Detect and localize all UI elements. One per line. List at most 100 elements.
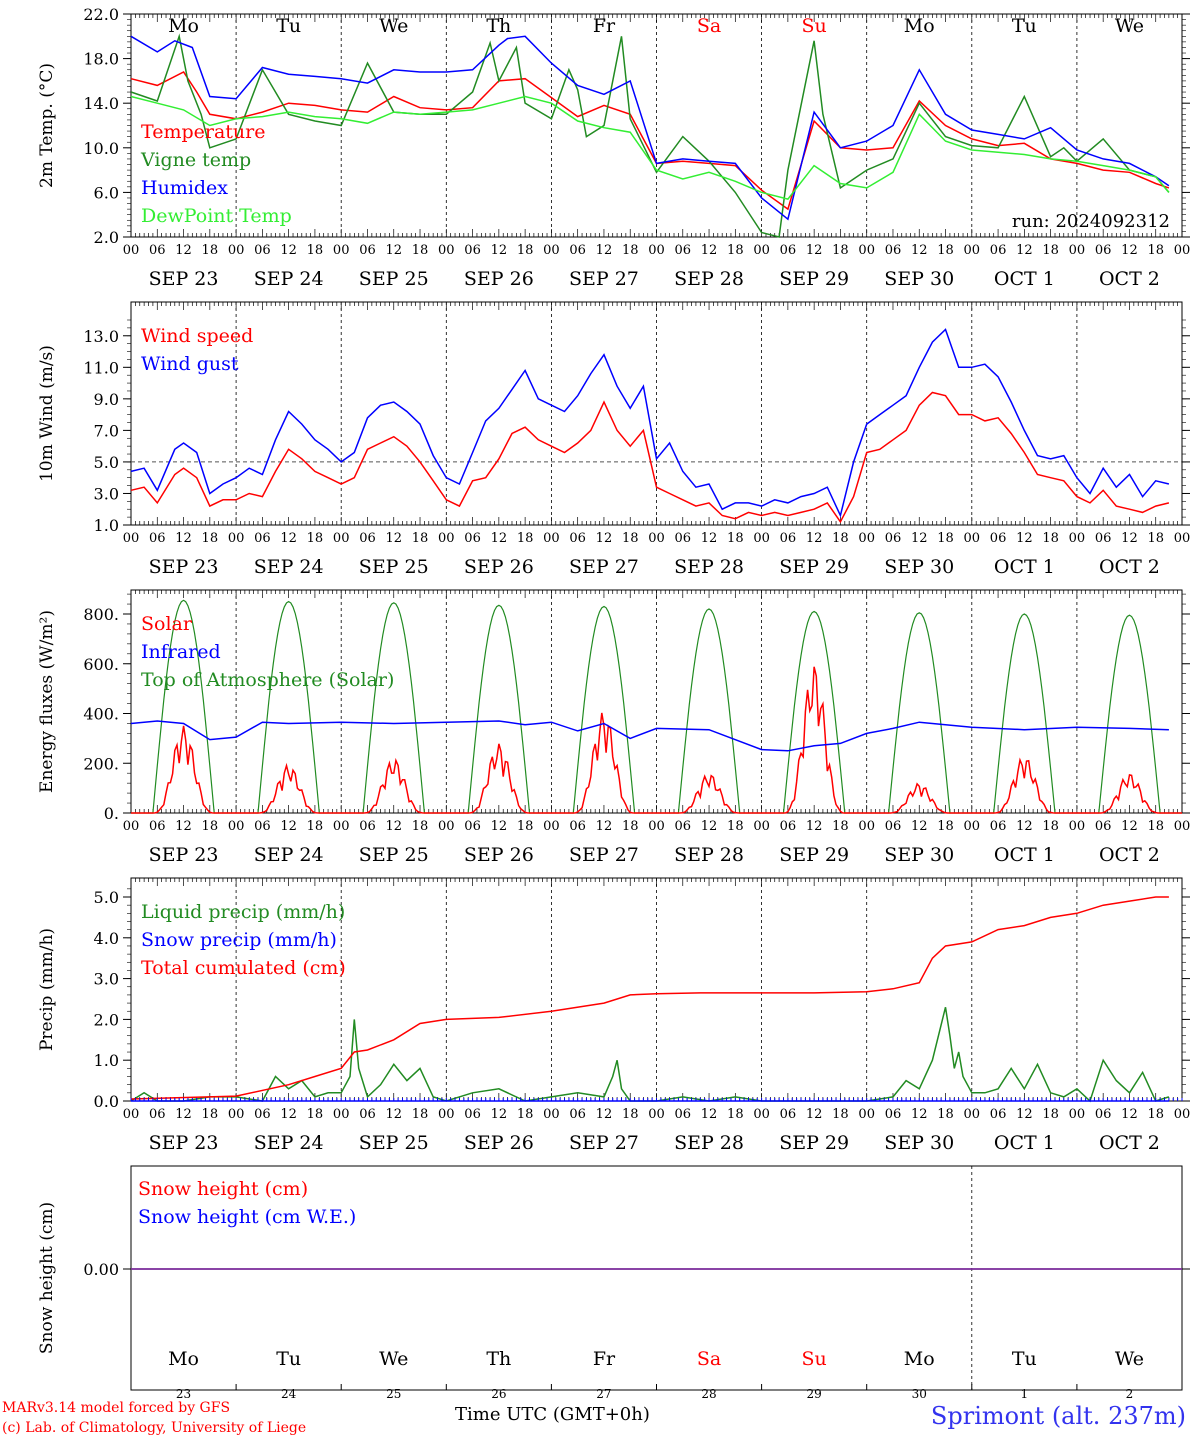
panel-frame [130, 589, 1183, 814]
hour-tick-label: 18 [517, 1107, 534, 1122]
y-axis-label: Energy fluxes (W/m²) [37, 610, 57, 793]
legend-entry: Snow height (cm W.E.) [138, 1206, 356, 1228]
hour-tick-label: 06 [359, 243, 376, 258]
hour-tick-label: 18 [937, 819, 954, 834]
hour-tick-label: 18 [622, 1107, 639, 1122]
hour-tick-label: 00 [228, 819, 245, 834]
hour-tick-label: 12 [1121, 819, 1138, 834]
date-label: SEP 29 [779, 268, 849, 290]
hour-tick-label: 00 [753, 531, 770, 546]
panel-3: 00 06 12 18 00 06 12 18 00 06 12 18 00 06 12 18 00 06 12 18… [37, 589, 1190, 866]
hour-tick-label: 00 [1069, 243, 1086, 258]
hour-tick-label: 00 [123, 819, 140, 834]
hour-tick-label: 00 [543, 531, 560, 546]
day-number: 27 [596, 1387, 611, 1401]
day-name: We [379, 1348, 408, 1370]
date-label: SEP 28 [674, 268, 744, 290]
series-liquid-precip-mm-h [130, 1007, 1170, 1103]
hour-tick-label: 06 [254, 819, 271, 834]
legend-entry: Snow height (cm) [138, 1178, 308, 1200]
hour-tick-label: 06 [675, 243, 692, 258]
legend-entry: Humidex [141, 177, 228, 199]
hour-tick-label: 12 [911, 1107, 928, 1122]
day-name: Tu [1012, 15, 1037, 37]
hour-tick-label: 18 [727, 243, 744, 258]
hour-tick-label: 00 [964, 1107, 981, 1122]
hour-tick-label: 06 [464, 1107, 481, 1122]
day-name: Mo [168, 15, 199, 37]
panel-frame [130, 13, 1183, 238]
day-number: 29 [807, 1387, 822, 1401]
hour-tick-label: 00 [438, 1107, 455, 1122]
hour-tick-label: 06 [780, 531, 797, 546]
date-label: SEP 26 [464, 556, 534, 578]
hour-tick-label: 12 [596, 531, 613, 546]
hour-tick-label: 12 [280, 531, 297, 546]
hour-tick-label: 06 [885, 1107, 902, 1122]
hour-tick-label: 12 [1121, 243, 1138, 258]
y-tick-label: 2.0 [94, 228, 119, 247]
y-tick-label: 2.0 [94, 1010, 119, 1029]
hour-tick-label: 06 [675, 1107, 692, 1122]
hour-tick-label: 00 [1069, 531, 1086, 546]
hour-tick-label: 12 [175, 1107, 192, 1122]
hour-tick-label: 18 [1147, 531, 1164, 546]
hour-tick-label: 06 [675, 819, 692, 834]
hour-tick-label: 12 [911, 819, 928, 834]
hour-tick-label: 18 [517, 819, 534, 834]
date-label: OCT 1 [994, 268, 1055, 290]
hour-tick-label: 00 [753, 243, 770, 258]
y-tick-label: 200. [83, 754, 119, 773]
date-label: SEP 30 [884, 268, 954, 290]
date-label: SEP 25 [359, 844, 429, 866]
series-infrared [130, 720, 1169, 752]
y-tick-label: 4.0 [94, 929, 119, 948]
y-axis-label: Precip (mm/h) [37, 928, 57, 1051]
date-label: SEP 28 [674, 556, 744, 578]
hour-tick-label: 00 [228, 243, 245, 258]
hour-tick-label: 12 [1016, 819, 1033, 834]
hour-tick-label: 06 [464, 531, 481, 546]
y-tick-label: 0. [104, 804, 119, 823]
hour-tick-label: 12 [1016, 243, 1033, 258]
day-name: Sa [697, 15, 721, 37]
series-wind-speed [130, 391, 1170, 524]
hour-tick-label: 00 [333, 531, 350, 546]
legend-entry: Temperature [141, 121, 265, 143]
hour-tick-label: 18 [412, 1107, 429, 1122]
hour-tick-label: 12 [596, 243, 613, 258]
hour-tick-label: 00 [1069, 1107, 1086, 1122]
hour-tick-label: 18 [517, 531, 534, 546]
hour-tick-label: 00 [543, 819, 560, 834]
day-name: Tu [276, 1348, 301, 1370]
hour-tick-label: 18 [832, 1107, 849, 1122]
date-label: SEP 23 [149, 268, 219, 290]
hour-tick-label: 12 [280, 819, 297, 834]
date-label: SEP 24 [254, 844, 324, 866]
date-label: SEP 28 [674, 844, 744, 866]
hour-tick-label: 12 [701, 531, 718, 546]
day-name: Su [802, 15, 827, 37]
hour-tick-label: 18 [622, 819, 639, 834]
date-label: OCT 1 [994, 1132, 1055, 1154]
day-number: 28 [701, 1387, 716, 1401]
hour-tick-label: 12 [911, 243, 928, 258]
series-solar [131, 666, 1182, 814]
date-label: SEP 25 [359, 556, 429, 578]
hour-tick-label: 12 [701, 819, 718, 834]
hour-tick-label: 06 [149, 531, 166, 546]
hour-tick-label: 06 [780, 819, 797, 834]
date-label: SEP 26 [464, 1132, 534, 1154]
date-label: SEP 23 [149, 1132, 219, 1154]
date-label: SEP 26 [464, 268, 534, 290]
hour-tick-label: 00 [648, 531, 665, 546]
hour-tick-label: 00 [1069, 819, 1086, 834]
y-axis-label: Snow height (cm) [37, 1202, 57, 1354]
hour-tick-label: 06 [254, 1107, 271, 1122]
y-tick-label: 600. [83, 655, 119, 674]
day-name: Mo [168, 1348, 199, 1370]
hour-tick-label: 06 [990, 243, 1007, 258]
hour-tick-label: 18 [727, 1107, 744, 1122]
legend-entry: Wind speed [141, 325, 253, 347]
day-name: Th [486, 1348, 511, 1370]
